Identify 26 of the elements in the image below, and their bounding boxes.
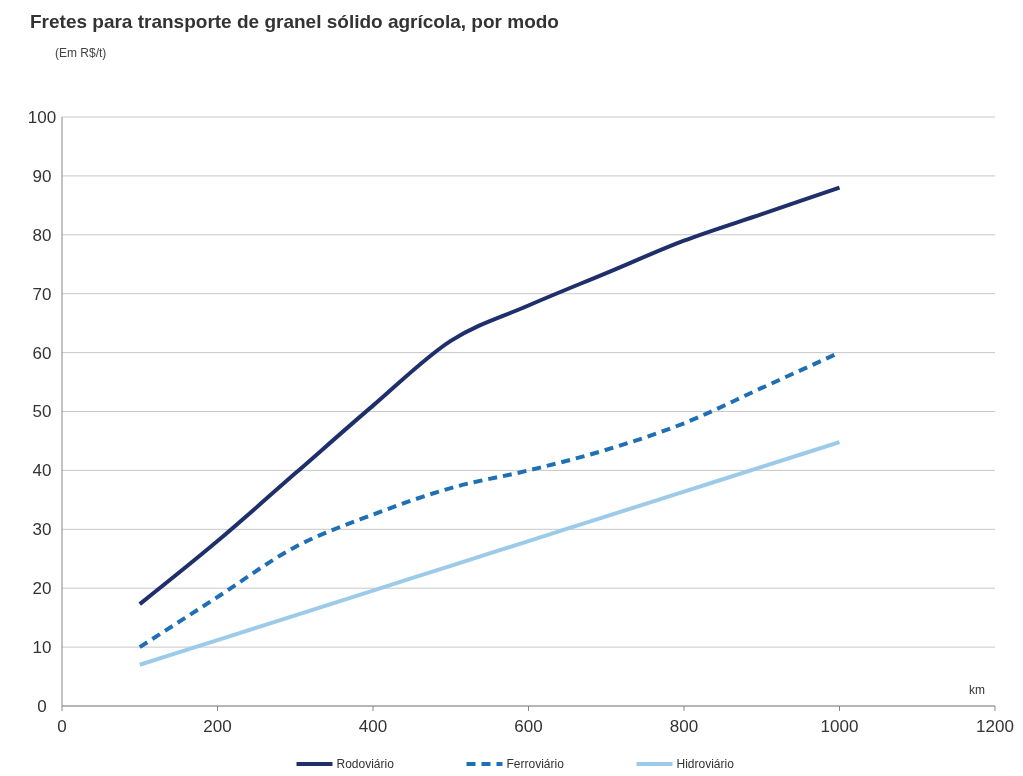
y-tick-label: 30 xyxy=(32,520,52,540)
y-tick-label: 70 xyxy=(32,284,52,304)
y-tick-label: 0 xyxy=(37,696,47,716)
legend-label: Rodoviário xyxy=(336,757,395,771)
y-tick-label: 20 xyxy=(32,579,52,599)
y-tick-label: 10 xyxy=(32,638,52,658)
y-tick-label: 90 xyxy=(32,166,52,186)
y-tick-label: 80 xyxy=(32,225,52,245)
x-axis-title: km xyxy=(969,683,985,697)
x-tick-label: 0 xyxy=(57,717,67,736)
legend-label: Ferroviário xyxy=(506,757,565,771)
x-tick-label: 200 xyxy=(203,717,232,736)
line-series xyxy=(137,440,842,667)
y-tick-label: 50 xyxy=(32,402,52,422)
x-tick-label: 1000 xyxy=(820,717,859,736)
chart-title: Fretes para transporte de granel sólido agrícola, por modo xyxy=(30,11,559,32)
chart-subtitle: (Em R$/t) xyxy=(55,46,107,60)
y-tick-label: 60 xyxy=(32,343,52,363)
x-tick-label: 400 xyxy=(358,717,388,736)
x-tick-label: 600 xyxy=(514,717,543,736)
y-tick-label: 100 xyxy=(27,107,57,127)
legend-label: Hidroviário xyxy=(676,757,735,771)
line-series xyxy=(137,185,842,607)
x-tick-label: 1200 xyxy=(976,717,1014,736)
y-tick-label: 40 xyxy=(32,461,52,481)
x-tick-label: 800 xyxy=(669,717,699,736)
